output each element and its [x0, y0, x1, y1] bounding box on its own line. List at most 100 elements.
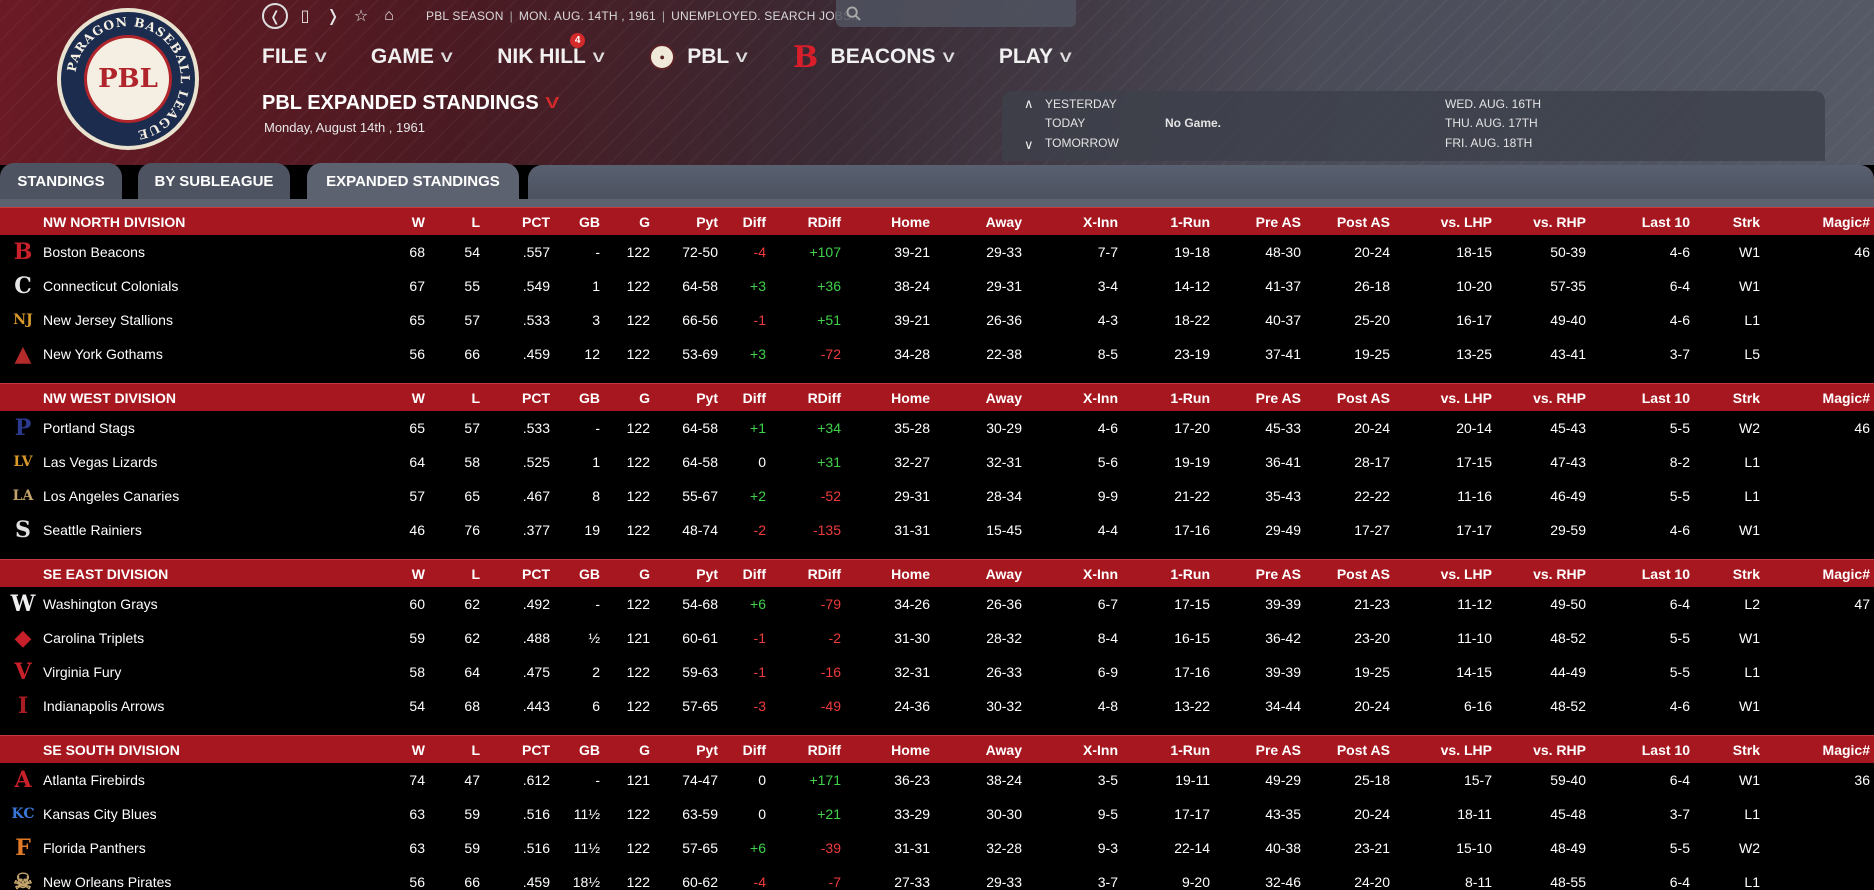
- column-header-g[interactable]: G: [639, 565, 650, 582]
- column-header-rdiff[interactable]: RDiff: [807, 565, 841, 582]
- column-header-l[interactable]: L: [471, 389, 480, 406]
- column-header-onerun[interactable]: 1-Run: [1170, 389, 1210, 406]
- team-name[interactable]: Atlanta Firebirds: [43, 772, 145, 788]
- column-header-gb[interactable]: GB: [579, 565, 600, 582]
- column-header-w[interactable]: W: [411, 565, 425, 582]
- team-name[interactable]: Washington Grays: [43, 596, 158, 612]
- column-header-pre[interactable]: Pre AS: [1255, 213, 1301, 230]
- column-header-strk[interactable]: Strk: [1732, 565, 1760, 582]
- column-header-last10[interactable]: Last 10: [1641, 213, 1690, 230]
- arrow-up-icon[interactable]: ∧: [1024, 96, 1034, 111]
- column-header-pyt[interactable]: Pyt: [696, 389, 718, 406]
- table-row[interactable]: I Indianapolis Arrows 54 68 .443 6 122 57-65 -3 -…: [0, 689, 1874, 723]
- column-header-g[interactable]: G: [639, 741, 650, 758]
- column-header-home[interactable]: Home: [891, 213, 930, 230]
- table-row[interactable]: KC Kansas City Blues 63 59 .516 11½ 122 63-59 0 +…: [0, 797, 1874, 831]
- menu-team[interactable]: B BEACONS V: [793, 40, 954, 75]
- column-header-last10[interactable]: Last 10: [1641, 389, 1690, 406]
- column-header-pre[interactable]: Pre AS: [1255, 565, 1301, 582]
- calendar-yesterday[interactable]: YESTERDAY: [1045, 97, 1117, 111]
- column-header-magic[interactable]: Magic#: [1822, 389, 1870, 406]
- column-header-w[interactable]: W: [411, 389, 425, 406]
- column-header-post[interactable]: Post AS: [1336, 389, 1390, 406]
- column-header-diff[interactable]: Diff: [742, 213, 766, 230]
- star-icon[interactable]: ☆: [353, 8, 369, 25]
- column-header-w[interactable]: W: [411, 213, 425, 230]
- menu-league[interactable]: ● PBL V: [649, 44, 748, 70]
- calendar-today[interactable]: TODAY: [1045, 116, 1086, 130]
- column-header-home[interactable]: Home: [891, 565, 930, 582]
- calendar-tomorrow[interactable]: TOMORROW: [1045, 136, 1119, 150]
- column-header-rdiff[interactable]: RDiff: [807, 213, 841, 230]
- column-header-rhp[interactable]: vs. RHP: [1533, 213, 1586, 230]
- team-name[interactable]: New Jersey Stallions: [43, 312, 173, 328]
- column-header-g[interactable]: G: [639, 213, 650, 230]
- tab-by-subleague[interactable]: BY SUBLEAGUE: [138, 163, 290, 199]
- column-header-away[interactable]: Away: [985, 565, 1022, 582]
- menu-manager[interactable]: NIK HILL 4 V: [497, 33, 605, 69]
- column-header-xinn[interactable]: X-Inn: [1083, 389, 1118, 406]
- column-header-pre[interactable]: Pre AS: [1255, 389, 1301, 406]
- bookmark-icon[interactable]: ▯: [300, 8, 310, 25]
- column-header-away[interactable]: Away: [985, 213, 1022, 230]
- division-name[interactable]: NW WEST DIVISION: [43, 389, 176, 406]
- table-row[interactable]: S Seattle Rainiers 46 76 .377 19 122 48-74 -2 -13…: [0, 513, 1874, 547]
- team-name[interactable]: Virginia Fury: [43, 664, 122, 680]
- column-header-gb[interactable]: GB: [579, 213, 600, 230]
- column-header-strk[interactable]: Strk: [1732, 389, 1760, 406]
- column-header-pct[interactable]: PCT: [522, 741, 550, 758]
- league-logo[interactable]: PARAGON BASEBALL LEAGUE PBL: [57, 8, 199, 150]
- menu-game[interactable]: GAME V: [371, 45, 453, 69]
- team-name[interactable]: Boston Beacons: [43, 244, 145, 260]
- column-header-rhp[interactable]: vs. RHP: [1533, 389, 1586, 406]
- table-row[interactable]: P Portland Stags 65 57 .533 - 122 64-58 +1 +34 35-…: [0, 411, 1874, 445]
- calendar-upcoming-1[interactable]: WED. AUG. 16TH: [1445, 97, 1542, 111]
- column-header-onerun[interactable]: 1-Run: [1170, 213, 1210, 230]
- column-header-pct[interactable]: PCT: [522, 565, 550, 582]
- column-header-post[interactable]: Post AS: [1336, 213, 1390, 230]
- column-header-lhp[interactable]: vs. LHP: [1440, 213, 1492, 230]
- job-status[interactable]: UNEMPLOYED. SEARCH JOBS...: [671, 9, 862, 23]
- calendar-upcoming-2[interactable]: THU. AUG. 17TH: [1445, 116, 1538, 130]
- column-header-xinn[interactable]: X-Inn: [1083, 741, 1118, 758]
- column-header-last10[interactable]: Last 10: [1641, 565, 1690, 582]
- table-row[interactable]: F Florida Panthers 63 59 .516 11½ 122 57-65 +6 -3…: [0, 831, 1874, 865]
- column-header-away[interactable]: Away: [985, 741, 1022, 758]
- column-header-rhp[interactable]: vs. RHP: [1533, 741, 1586, 758]
- table-row[interactable]: LV Las Vegas Lizards 64 58 .525 1 122 64-58 0 +31…: [0, 445, 1874, 479]
- season-label[interactable]: PBL SEASON: [426, 9, 504, 23]
- column-header-lhp[interactable]: vs. LHP: [1440, 741, 1492, 758]
- column-header-pre[interactable]: Pre AS: [1255, 741, 1301, 758]
- forward-icon[interactable]: ❭: [326, 8, 340, 25]
- column-header-g[interactable]: G: [639, 389, 650, 406]
- column-header-diff[interactable]: Diff: [742, 741, 766, 758]
- team-name[interactable]: Florida Panthers: [43, 840, 146, 856]
- column-header-home[interactable]: Home: [891, 389, 930, 406]
- table-row[interactable]: A Atlanta Firebirds 74 47 .612 - 121 74-47 0 +171…: [0, 763, 1874, 797]
- team-name[interactable]: New Orleans Pirates: [43, 874, 172, 890]
- table-row[interactable]: W Washington Grays 60 62 .492 - 122 54-68 +6 -79 3…: [0, 587, 1874, 621]
- column-header-pyt[interactable]: Pyt: [696, 565, 718, 582]
- page-title[interactable]: PBL EXPANDED STANDINGS V: [262, 92, 559, 115]
- column-header-rdiff[interactable]: RDiff: [807, 741, 841, 758]
- column-header-xinn[interactable]: X-Inn: [1083, 565, 1118, 582]
- home-icon[interactable]: ⌂: [384, 7, 394, 24]
- tab-standings[interactable]: STANDINGS: [0, 163, 122, 199]
- column-header-lhp[interactable]: vs. LHP: [1440, 389, 1492, 406]
- column-header-strk[interactable]: Strk: [1732, 213, 1760, 230]
- team-name[interactable]: Los Angeles Canaries: [43, 488, 180, 504]
- tab-expanded-standings[interactable]: EXPANDED STANDINGS: [307, 163, 519, 199]
- column-header-pyt[interactable]: Pyt: [696, 741, 718, 758]
- column-header-magic[interactable]: Magic#: [1822, 213, 1870, 230]
- back-icon[interactable]: ❬: [262, 3, 288, 29]
- division-name[interactable]: NW NORTH DIVISION: [43, 213, 186, 230]
- team-name[interactable]: Seattle Rainiers: [43, 522, 142, 538]
- column-header-magic[interactable]: Magic#: [1822, 565, 1870, 582]
- column-header-away[interactable]: Away: [985, 389, 1022, 406]
- team-name[interactable]: Las Vegas Lizards: [43, 454, 158, 470]
- table-row[interactable]: ▲ New York Gothams 56 66 .459 12 122 53-69 +3 -72…: [0, 337, 1874, 371]
- column-header-pct[interactable]: PCT: [522, 389, 550, 406]
- team-name[interactable]: Portland Stags: [43, 420, 135, 436]
- column-header-xinn[interactable]: X-Inn: [1083, 213, 1118, 230]
- column-header-l[interactable]: L: [471, 565, 480, 582]
